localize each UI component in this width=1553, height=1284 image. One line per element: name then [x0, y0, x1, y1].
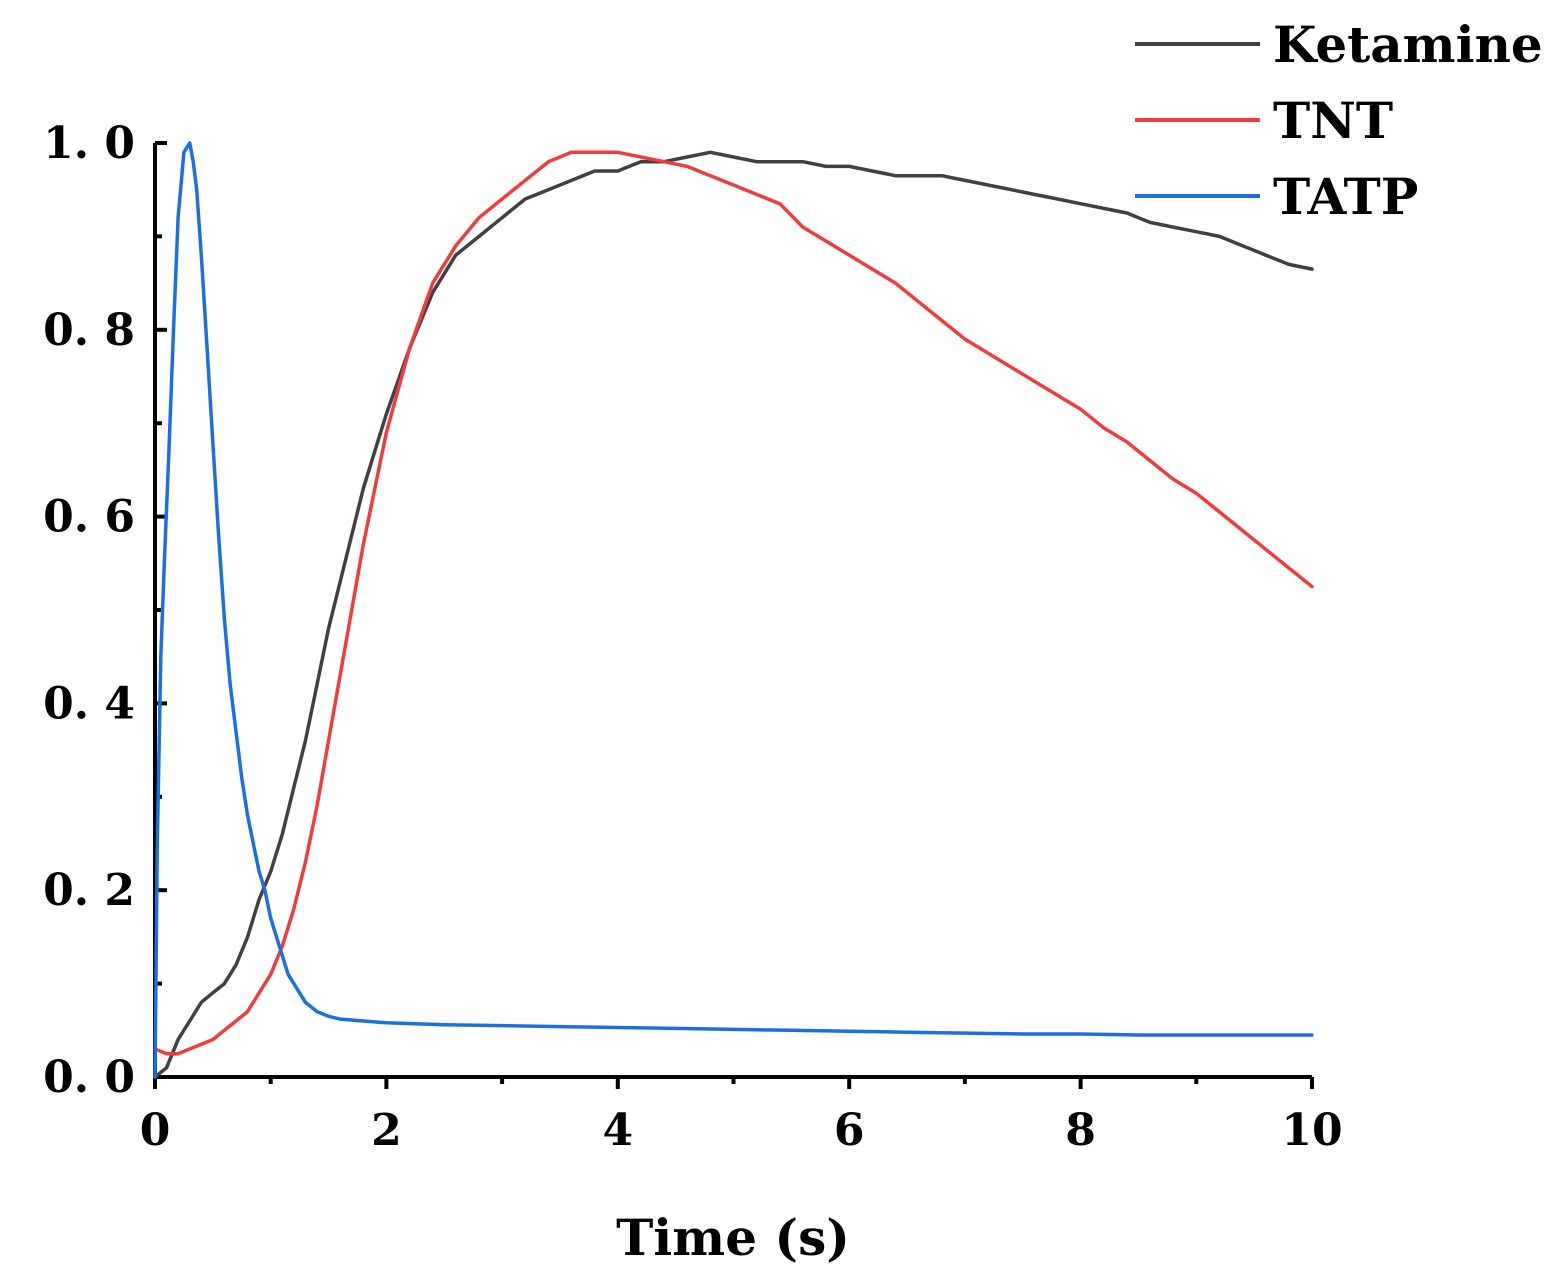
- series-line-tnt: [153, 150, 1314, 1056]
- x-axis-title: Time (s): [616, 1208, 850, 1267]
- legend-label-tnt: TNT: [1273, 91, 1393, 150]
- x-tick-label: 2: [371, 1105, 402, 1156]
- legend-label-tatp: TATP: [1273, 167, 1418, 226]
- y-tick-label: 0. 0: [43, 1052, 135, 1103]
- series-line-ketamine: [153, 150, 1314, 1079]
- y-tick-label: 0. 6: [43, 492, 135, 543]
- legend: Ketamine TNT TATP: [1135, 15, 1543, 226]
- y-tick-label: 0. 8: [43, 305, 135, 356]
- x-tick-label: 4: [602, 1105, 633, 1156]
- series-line-tatp: [153, 141, 1314, 1079]
- x-tick-label: 10: [1281, 1105, 1342, 1156]
- axes: [153, 143, 1312, 1079]
- x-tick-label: 8: [1065, 1105, 1096, 1156]
- x-tick-label: 0: [140, 1105, 171, 1156]
- x-ticks: 0 2 4 6 8 10: [140, 1077, 1343, 1156]
- y-tick-label: 1. 0: [43, 118, 135, 169]
- x-tick-label: 6: [834, 1105, 865, 1156]
- legend-label-ketamine: Ketamine: [1273, 15, 1543, 74]
- series-lines: [153, 141, 1314, 1079]
- y-tick-label: 0. 4: [43, 678, 135, 729]
- y-ticks: 0. 0 0. 2 0. 4 0. 6 0. 8 1. 0: [43, 118, 167, 1103]
- y-tick-label: 0. 2: [43, 865, 135, 916]
